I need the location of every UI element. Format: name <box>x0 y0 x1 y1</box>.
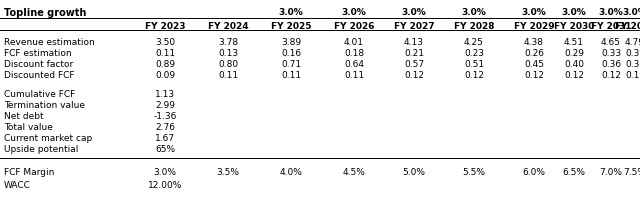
Text: 3.50: 3.50 <box>155 38 175 47</box>
Text: 4.5%: 4.5% <box>342 168 365 177</box>
Text: -1.36: -1.36 <box>154 112 177 121</box>
Text: 0.45: 0.45 <box>524 60 544 69</box>
Text: 0.16: 0.16 <box>281 49 301 58</box>
Text: Discounted FCF: Discounted FCF <box>4 71 74 80</box>
Text: FY 2031: FY 2031 <box>591 22 631 31</box>
Text: Current market cap: Current market cap <box>4 134 92 143</box>
Text: 4.65: 4.65 <box>601 38 621 47</box>
Text: Topline growth: Topline growth <box>4 8 86 18</box>
Text: 3.0%: 3.0% <box>154 168 177 177</box>
Text: 0.13: 0.13 <box>218 49 238 58</box>
Text: Upside potential: Upside potential <box>4 145 78 154</box>
Text: 0.18: 0.18 <box>344 49 364 58</box>
Text: WACC: WACC <box>4 181 31 190</box>
Text: Discount factor: Discount factor <box>4 60 73 69</box>
Text: 0.09: 0.09 <box>155 71 175 80</box>
Text: 0.21: 0.21 <box>404 49 424 58</box>
Text: 0.64: 0.64 <box>344 60 364 69</box>
Text: 3.0%: 3.0% <box>278 8 303 17</box>
Text: FY 2028: FY 2028 <box>454 22 494 31</box>
Text: 65%: 65% <box>155 145 175 154</box>
Text: 1.67: 1.67 <box>155 134 175 143</box>
Text: FY 2023: FY 2023 <box>145 22 185 31</box>
Text: 3.0%: 3.0% <box>598 8 623 17</box>
Text: Revenue estimation: Revenue estimation <box>4 38 95 47</box>
Text: 12.00%: 12.00% <box>148 181 182 190</box>
Text: 5.0%: 5.0% <box>403 168 426 177</box>
Text: 0.36: 0.36 <box>625 49 640 58</box>
Text: 0.12: 0.12 <box>625 71 640 80</box>
Text: 0.71: 0.71 <box>281 60 301 69</box>
Text: Net debt: Net debt <box>4 112 44 121</box>
Text: FCF estimation: FCF estimation <box>4 49 72 58</box>
Text: 4.79: 4.79 <box>625 38 640 47</box>
Text: 6.0%: 6.0% <box>522 168 545 177</box>
Text: 3.0%: 3.0% <box>461 8 486 17</box>
Text: 0.12: 0.12 <box>601 71 621 80</box>
Text: FY 2030: FY 2030 <box>554 22 594 31</box>
Text: FY 2032: FY 2032 <box>615 22 640 31</box>
Text: FY 2029: FY 2029 <box>514 22 554 31</box>
Text: FY 2025: FY 2025 <box>271 22 311 31</box>
Text: 3.0%: 3.0% <box>342 8 366 17</box>
Text: 0.51: 0.51 <box>464 60 484 69</box>
Text: 0.36: 0.36 <box>601 60 621 69</box>
Text: 0.11: 0.11 <box>218 71 238 80</box>
Text: 3.89: 3.89 <box>281 38 301 47</box>
Text: 2.76: 2.76 <box>155 123 175 132</box>
Text: 0.29: 0.29 <box>564 49 584 58</box>
Text: FY 2024: FY 2024 <box>208 22 248 31</box>
Text: 0.11: 0.11 <box>281 71 301 80</box>
Text: 4.38: 4.38 <box>524 38 544 47</box>
Text: 4.0%: 4.0% <box>280 168 303 177</box>
Text: Total value: Total value <box>4 123 53 132</box>
Text: 0.12: 0.12 <box>464 71 484 80</box>
Text: 0.32: 0.32 <box>625 60 640 69</box>
Text: 0.80: 0.80 <box>218 60 238 69</box>
Text: 4.13: 4.13 <box>404 38 424 47</box>
Text: 3.0%: 3.0% <box>522 8 547 17</box>
Text: 4.51: 4.51 <box>564 38 584 47</box>
Text: FY 2027: FY 2027 <box>394 22 435 31</box>
Text: 0.23: 0.23 <box>464 49 484 58</box>
Text: 7.5%: 7.5% <box>623 168 640 177</box>
Text: 5.5%: 5.5% <box>463 168 486 177</box>
Text: 7.0%: 7.0% <box>600 168 623 177</box>
Text: 0.89: 0.89 <box>155 60 175 69</box>
Text: 0.26: 0.26 <box>524 49 544 58</box>
Text: FCF Margin: FCF Margin <box>4 168 54 177</box>
Text: 0.33: 0.33 <box>601 49 621 58</box>
Text: 3.0%: 3.0% <box>623 8 640 17</box>
Text: 1.13: 1.13 <box>155 90 175 99</box>
Text: 0.12: 0.12 <box>524 71 544 80</box>
Text: 0.11: 0.11 <box>155 49 175 58</box>
Text: 4.25: 4.25 <box>464 38 484 47</box>
Text: 3.0%: 3.0% <box>562 8 586 17</box>
Text: 3.0%: 3.0% <box>402 8 426 17</box>
Text: 0.11: 0.11 <box>344 71 364 80</box>
Text: Termination value: Termination value <box>4 101 85 110</box>
Text: 0.40: 0.40 <box>564 60 584 69</box>
Text: 2.99: 2.99 <box>155 101 175 110</box>
Text: 6.5%: 6.5% <box>563 168 586 177</box>
Text: 3.78: 3.78 <box>218 38 238 47</box>
Text: 4.01: 4.01 <box>344 38 364 47</box>
Text: 0.57: 0.57 <box>404 60 424 69</box>
Text: Cumulative FCF: Cumulative FCF <box>4 90 76 99</box>
Text: FY 2026: FY 2026 <box>333 22 374 31</box>
Text: 0.12: 0.12 <box>564 71 584 80</box>
Text: 3.5%: 3.5% <box>216 168 239 177</box>
Text: 0.12: 0.12 <box>404 71 424 80</box>
